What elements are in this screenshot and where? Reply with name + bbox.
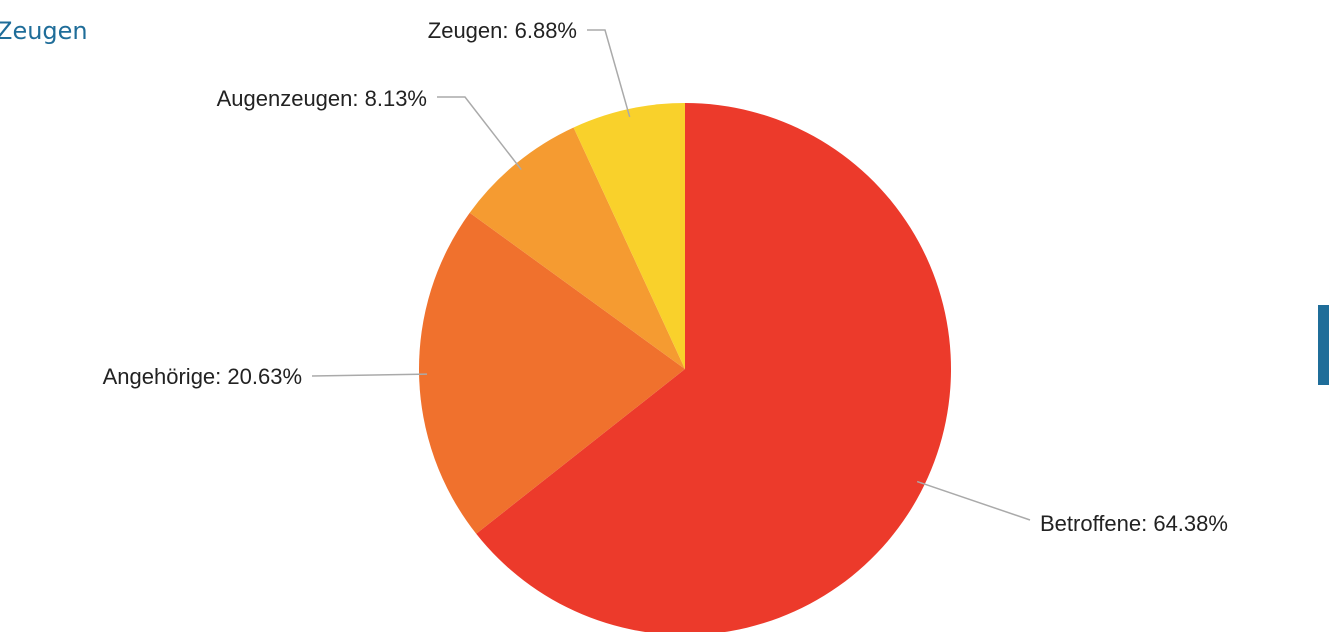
slice-label: Angehörige: 20.63% — [103, 364, 302, 389]
slice-label: Augenzeugen: 8.13% — [217, 86, 427, 111]
pie-slice — [573, 103, 685, 369]
chart-title: Zeugen — [0, 17, 88, 45]
slice-label: Betroffene: 64.38% — [1040, 511, 1228, 536]
slice-label: Zeugen: 6.88% — [428, 18, 577, 43]
leader-line — [437, 96, 522, 171]
side-bar — [1318, 305, 1329, 385]
pie-slice — [419, 212, 685, 534]
leader-line — [587, 29, 631, 118]
leader-line — [916, 480, 1031, 521]
leader-line — [311, 373, 428, 377]
pie-slice — [469, 127, 685, 369]
pie-slice — [476, 103, 951, 632]
